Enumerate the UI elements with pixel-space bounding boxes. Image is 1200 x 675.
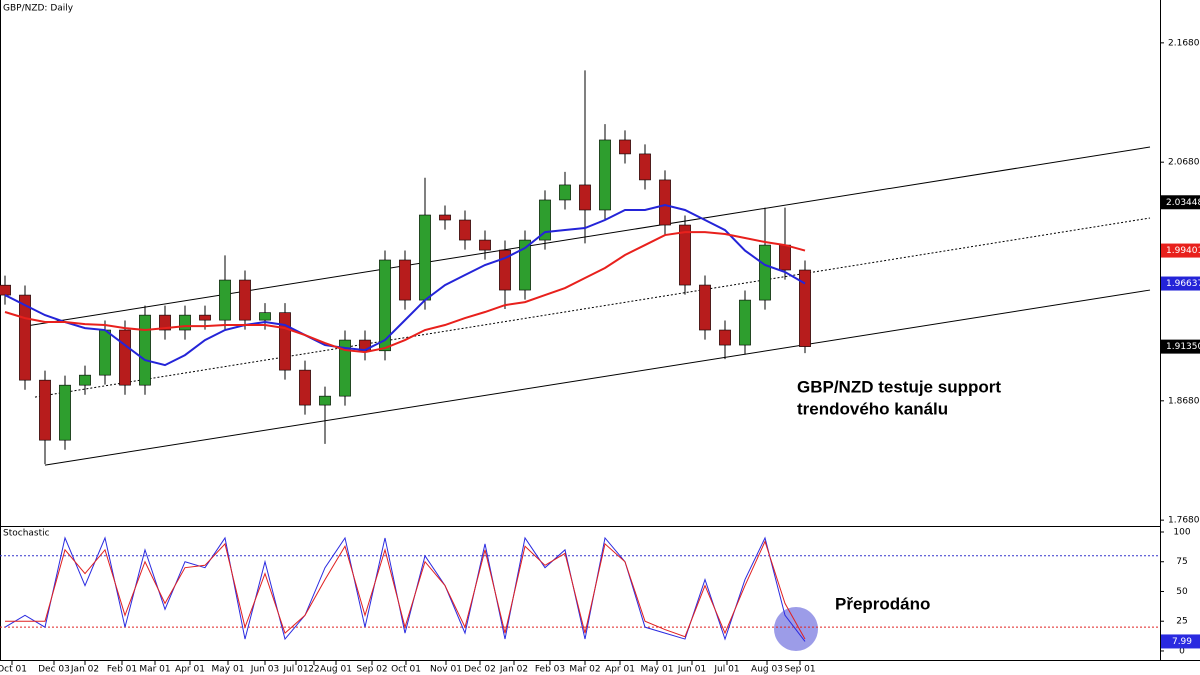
price-tag-label: 1.96637 (1166, 279, 1200, 289)
y-tick-label: 1.76808 (1168, 516, 1200, 526)
trendline (34, 217, 1151, 398)
candle-body (239, 279, 251, 321)
x-tick-label: Sep 01 (784, 665, 815, 675)
candle-body (219, 279, 231, 321)
annotation: trendového kanálu (797, 399, 948, 418)
stoch-y-tick-label: 0 (1179, 646, 1185, 656)
candle-body (259, 312, 271, 321)
candle-body (19, 294, 31, 381)
candle-body (679, 224, 691, 286)
x-tick-label: Dec 03 (38, 665, 70, 675)
candle-body (59, 384, 71, 441)
annotation: GBP/NZD testuje support (797, 377, 1001, 396)
x-tick-label: Apr 01 (175, 665, 205, 675)
candle-body (319, 395, 331, 406)
candle-body (559, 184, 571, 201)
candle-body (739, 299, 751, 346)
candle-body (699, 284, 711, 331)
candle-body (279, 312, 291, 371)
x-tick-label: Jul 01 (282, 665, 308, 675)
candle-body (39, 379, 51, 441)
candle-body (99, 329, 111, 376)
moving-average (4, 203, 806, 367)
candle-body (519, 239, 531, 291)
candle-body (419, 214, 431, 301)
stoch-line (4, 536, 806, 642)
x-tick-label: Apr 01 (605, 665, 635, 675)
moving-average (4, 231, 806, 354)
candle-body (539, 199, 551, 241)
candle-body (719, 329, 731, 346)
x-tick-label: Jun 01 (677, 665, 706, 675)
x-tick-label: Mar 02 (569, 665, 600, 675)
price-tag (1161, 195, 1200, 210)
price-tag-label: 1.99401 (1166, 246, 1200, 256)
x-tick-label: Jun 03 (250, 665, 279, 675)
y-tick-label: 2.06808 (1168, 158, 1200, 168)
candle-body (479, 239, 491, 251)
candle-body (619, 139, 631, 155)
price-tag (1161, 339, 1200, 354)
candle-body (139, 314, 151, 386)
candle-body (339, 339, 351, 397)
stoch-y-tick-label: 75 (1176, 557, 1187, 567)
price-tag-label: 1.91350 (1166, 342, 1200, 352)
candle-body (799, 269, 811, 347)
candle-body (0, 284, 11, 296)
candle-body (119, 329, 131, 386)
candle-body (299, 369, 311, 406)
x-tick-label: Dec 02 (464, 665, 496, 675)
candle-body (399, 259, 411, 301)
candle-body (439, 214, 451, 221)
price-tag (1161, 276, 1200, 291)
candle-body (759, 244, 771, 301)
stoch-line (5, 540, 806, 640)
candle-body (459, 219, 471, 241)
x-tick-label: Mar 01 (139, 665, 170, 675)
x-tick-label: Jan 02 (70, 665, 99, 675)
candle-body (659, 179, 671, 226)
x-tick-label: Feb 03 (535, 665, 565, 675)
candle-body (159, 314, 171, 331)
x-tick-label: Jul 01 (713, 665, 739, 675)
candle-body (499, 249, 511, 291)
x-tick-label: May 01 (212, 665, 245, 675)
x-tick-label: Sep 02 (356, 665, 387, 675)
stoch-y-tick-label: 50 (1176, 587, 1188, 597)
y-tick-label: 1.86808 (1168, 396, 1200, 406)
candle-body (779, 244, 791, 271)
y-tick-label: 2.16808 (1168, 38, 1200, 48)
candle-body (599, 139, 611, 211)
candle-body (639, 153, 651, 181)
trendline (44, 289, 1151, 466)
x-tick-label: Oct 01 (0, 665, 27, 675)
candle-body (179, 314, 191, 331)
price-tag-label: 2.03448 (1166, 198, 1200, 208)
stoch-value-tag (1161, 634, 1200, 649)
x-tick-label: Aug 03 (751, 665, 783, 675)
candle-body (199, 314, 211, 321)
stoch-y-tick-label: 25 (1176, 617, 1187, 627)
candle-body (579, 184, 591, 211)
chart-title: GBP/NZD: Daily (3, 4, 74, 14)
candle-body (379, 259, 391, 352)
x-tick-label: May 01 (641, 665, 674, 675)
x-tick-label: Feb 01 (107, 665, 137, 675)
stoch-value-label: 7.99 (1172, 637, 1192, 647)
stoch-y-tick-label: 100 (1173, 527, 1190, 537)
x-tick-label: Aug 01 (320, 665, 352, 675)
price-tag (1161, 243, 1200, 258)
x-tick-label: 22 (308, 665, 319, 675)
candle-body (79, 374, 91, 386)
x-tick-label: Oct 01 (391, 665, 421, 675)
x-tick-label: Nov 01 (430, 665, 462, 675)
annotation: Přeprodáno (835, 594, 930, 613)
x-tick-label: Jan 02 (499, 665, 528, 675)
stochastic-title: Stochastic (3, 529, 50, 539)
